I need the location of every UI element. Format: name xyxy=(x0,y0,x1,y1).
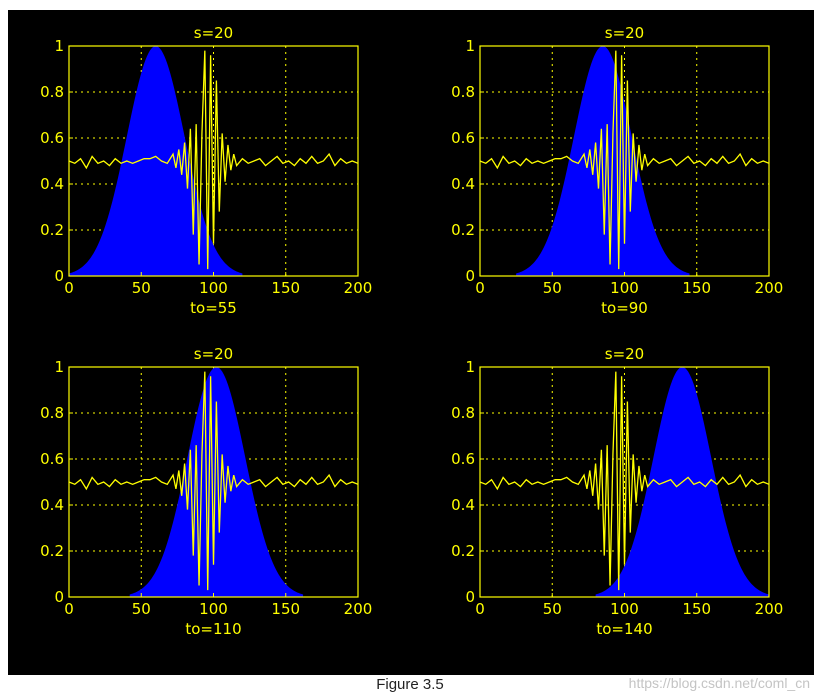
x-tick-label: 50 xyxy=(132,279,151,297)
signal-line xyxy=(479,50,770,270)
figure-area: 0 50 100 150 200 0 0.2 0.4 0.6 0.8 1 s=20 to=55 0 50 10… xyxy=(8,10,814,675)
x-tick-label: 100 xyxy=(610,279,639,297)
x-tick-label: 0 xyxy=(475,279,485,297)
gaussian-window-area xyxy=(69,46,243,276)
x-tick-label: 100 xyxy=(199,600,228,618)
signal-line xyxy=(479,371,770,591)
x-tick-label: 200 xyxy=(755,600,784,618)
y-tick-label: 0.2 xyxy=(451,542,475,560)
x-tick-label: 100 xyxy=(199,279,228,297)
x-tick-label: 150 xyxy=(271,600,300,618)
x-tick-label: 100 xyxy=(610,600,639,618)
x-tick-label: 200 xyxy=(344,600,373,618)
y-tick-label: 0.8 xyxy=(451,404,475,422)
y-tick-label: 0.6 xyxy=(451,450,475,468)
signal-line xyxy=(68,50,359,270)
y-tick-label: 0.4 xyxy=(451,175,475,193)
y-tick-label: 0.8 xyxy=(451,83,475,101)
x-tick-label: 50 xyxy=(132,600,151,618)
y-tick-label: 0.8 xyxy=(40,83,64,101)
x-tick-label: 50 xyxy=(543,279,562,297)
x-tick-label: 200 xyxy=(344,279,373,297)
y-tick-label: 0.4 xyxy=(40,496,64,514)
y-tick-label: 0.6 xyxy=(40,129,64,147)
x-axis-label: to=55 xyxy=(190,299,237,317)
y-tick-label: 0 xyxy=(54,267,64,285)
y-tick-label: 1 xyxy=(465,37,475,55)
y-tick-label: 0.2 xyxy=(40,221,64,239)
x-tick-label: 200 xyxy=(755,279,784,297)
x-axis-label: to=90 xyxy=(601,299,648,317)
y-tick-label: 0 xyxy=(54,588,64,606)
x-tick-label: 0 xyxy=(475,600,485,618)
y-tick-label: 0.6 xyxy=(40,450,64,468)
y-tick-label: 1 xyxy=(54,37,64,55)
x-tick-label: 150 xyxy=(271,279,300,297)
y-tick-label: 1 xyxy=(465,358,475,376)
x-axis-label: to=110 xyxy=(185,620,241,638)
y-tick-label: 0.4 xyxy=(451,496,475,514)
gaussian-window-area xyxy=(129,367,304,597)
y-tick-label: 0.6 xyxy=(451,129,475,147)
signal-line xyxy=(68,371,359,591)
subplot-title: s=20 xyxy=(605,24,644,42)
y-tick-label: 0.4 xyxy=(40,175,64,193)
y-tick-label: 0.8 xyxy=(40,404,64,422)
y-tick-label: 1 xyxy=(54,358,64,376)
y-tick-label: 0 xyxy=(465,267,475,285)
x-tick-label: 150 xyxy=(682,279,711,297)
subplot-title: s=20 xyxy=(605,345,644,363)
x-tick-label: 150 xyxy=(682,600,711,618)
figure-caption: Figure 3.5 xyxy=(376,676,444,693)
x-tick-label: 50 xyxy=(543,600,562,618)
subplot-title: s=20 xyxy=(194,24,233,42)
x-tick-label: 0 xyxy=(64,600,74,618)
x-axis-label: to=140 xyxy=(596,620,652,638)
watermark: https://blog.csdn.net/coml_cn xyxy=(628,675,810,691)
y-tick-label: 0.2 xyxy=(451,221,475,239)
y-tick-label: 0.2 xyxy=(40,542,64,560)
x-tick-label: 0 xyxy=(64,279,74,297)
subplot-title: s=20 xyxy=(194,345,233,363)
y-tick-label: 0 xyxy=(465,588,475,606)
